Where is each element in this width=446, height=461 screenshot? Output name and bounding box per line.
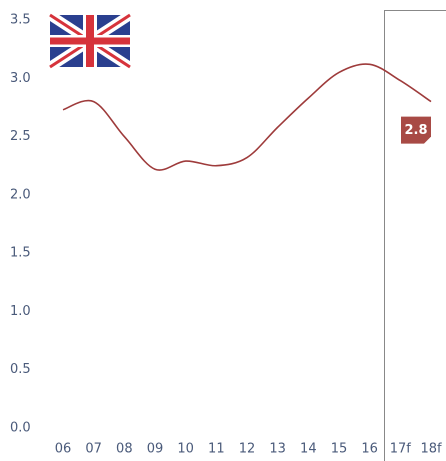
x-tick-label: 06 [55, 442, 72, 457]
x-tick-label: 16 [361, 442, 378, 457]
y-tick-label: 3.0 [10, 71, 31, 86]
y-tick-label: 1.5 [10, 246, 31, 261]
data-label: 2.8 [404, 123, 427, 138]
x-tick-label: 18f [420, 442, 442, 457]
y-tick-label: 2.0 [10, 187, 31, 202]
data-label-box [401, 116, 431, 144]
x-tick-label: 12 [239, 442, 256, 457]
x-tick-label: 11 [208, 442, 225, 457]
y-tick-label: 0.0 [10, 421, 31, 436]
x-tick-label: 08 [116, 442, 133, 457]
y-tick-label: 2.5 [10, 129, 31, 144]
y-tick-label: 1.0 [10, 304, 31, 319]
line [62, 63, 432, 171]
x-tick-label: 13 [269, 442, 286, 457]
x-tick-label: 15 [331, 442, 348, 457]
x-tick-label: 17f [390, 442, 412, 457]
y-tick-label: 3.5 [10, 13, 31, 28]
x-tick-label: 07 [85, 442, 102, 457]
y-tick-label: 0.5 [10, 362, 31, 377]
x-tick-label: 14 [300, 442, 317, 457]
x-tick-label: 09 [147, 442, 164, 457]
x-tick-label: 10 [177, 442, 194, 457]
flag [47, 10, 133, 72]
